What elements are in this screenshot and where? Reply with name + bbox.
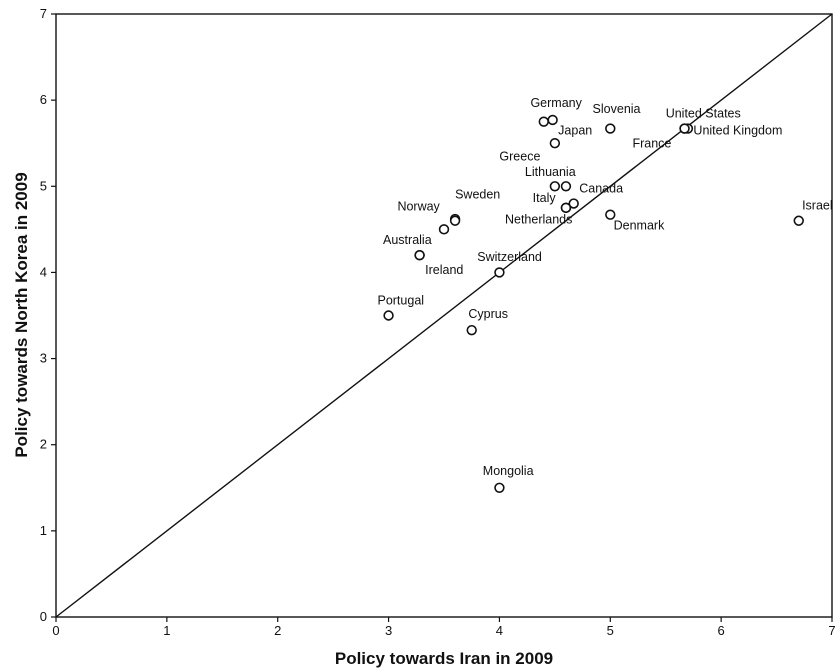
point-label: Germany — [530, 96, 582, 110]
point-label: Switzerland — [477, 250, 542, 264]
x-tick-label: 0 — [52, 623, 59, 638]
point-label: Lithuania — [525, 165, 576, 179]
data-point — [793, 215, 804, 226]
data-point — [494, 482, 505, 493]
x-tick-label: 5 — [607, 623, 614, 638]
x-tick-label: 2 — [274, 623, 281, 638]
point-label: Italy — [533, 191, 557, 205]
data-point — [549, 181, 561, 192]
data-point — [549, 138, 561, 149]
point-label: United States — [666, 106, 741, 120]
point-label: Cyprus — [468, 307, 508, 321]
data-point — [560, 181, 572, 192]
point-labels: Germany Slovenia United States United Kingd… — [377, 96, 832, 478]
x-axis-title: Policy towards Iran in 2009 — [335, 649, 553, 668]
point-label: Mongolia — [483, 464, 534, 478]
point-label: United Kingdom — [693, 124, 782, 138]
plot-frame — [55, 13, 833, 618]
x-tick-label: 4 — [496, 623, 503, 638]
data-point — [568, 198, 579, 209]
point-label: Netherlands — [505, 212, 572, 226]
y-tick-label: 4 — [40, 264, 47, 279]
point-label: Canada — [579, 181, 623, 195]
y-tick-label: 3 — [40, 351, 47, 366]
data-points — [383, 114, 804, 493]
x-tick-label: 7 — [828, 623, 835, 638]
y-tick-label: 0 — [40, 609, 47, 624]
data-point — [538, 116, 549, 127]
y-tick-label: 1 — [40, 523, 47, 538]
data-point — [547, 114, 558, 126]
y-axis-title: Policy towards North Korea in 2009 — [12, 172, 31, 457]
point-label: Norway — [397, 199, 440, 213]
y-tick-label: 2 — [40, 437, 47, 452]
point-label: Slovenia — [593, 102, 641, 116]
data-point — [679, 123, 690, 134]
x-tick-label: 6 — [718, 623, 725, 638]
y-axis: 0 1 2 3 4 5 6 7 — [40, 6, 56, 624]
data-point — [414, 250, 425, 261]
point-label: Australia — [383, 233, 432, 247]
data-point — [438, 224, 450, 235]
data-point — [466, 324, 477, 336]
point-label: Israel — [802, 199, 833, 213]
y-tick-label: 7 — [40, 6, 47, 21]
x-axis: 0 1 2 3 4 5 6 7 — [52, 617, 836, 638]
point-label: Ireland — [425, 263, 463, 277]
point-label: Portugal — [377, 293, 424, 307]
y-tick-label: 5 — [40, 178, 47, 193]
point-label: Greece — [499, 149, 540, 163]
x-tick-label: 1 — [163, 623, 170, 638]
point-label: France — [632, 137, 671, 151]
y-tick-label: 6 — [40, 92, 47, 107]
data-point — [383, 310, 394, 321]
point-label: Sweden — [455, 187, 500, 201]
point-label: Denmark — [614, 218, 665, 232]
data-point — [449, 215, 461, 226]
x-tick-label: 3 — [385, 623, 392, 638]
data-point — [560, 202, 572, 214]
data-point — [494, 267, 505, 278]
data-point — [605, 123, 616, 134]
data-point — [605, 209, 616, 220]
diagonal-reference-line — [55, 13, 833, 618]
point-label: Japan — [558, 124, 592, 138]
